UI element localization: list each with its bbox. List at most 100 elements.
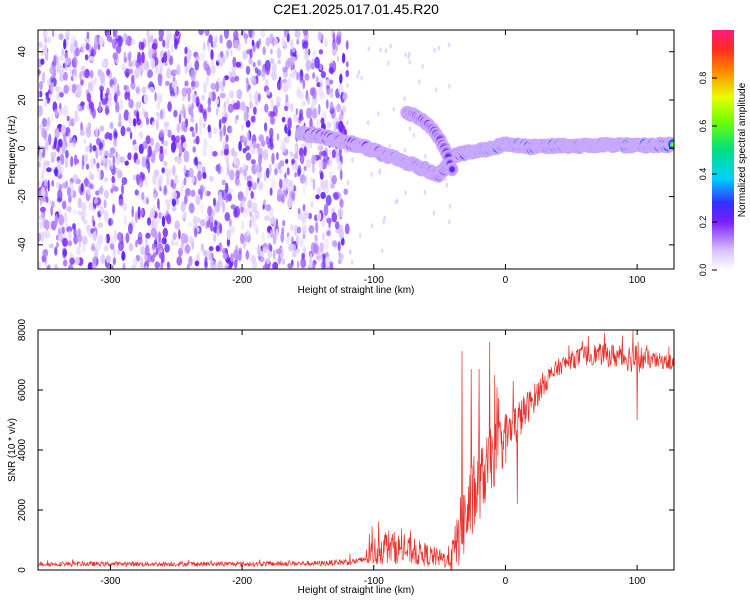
spectrogram-noise-cell [331, 47, 337, 57]
spectrogram-noise-cell [181, 120, 187, 131]
spectrogram-noise-cell [83, 138, 87, 145]
spectrogram-noise-cell [135, 240, 138, 248]
spectrogram-noise-cell [242, 135, 247, 142]
spectrogram-noise-cell [280, 231, 285, 243]
spectrogram-noise-cell [131, 59, 137, 68]
spectrogram-noise-cell [296, 248, 300, 254]
spectrogram-noise-cell [298, 90, 304, 100]
spectrogram-noise-cell [200, 189, 203, 200]
spectrogram-noise-cell [67, 230, 73, 241]
spectrogram-noise-cell [327, 159, 333, 165]
spectrogram-noise-cell [257, 171, 262, 179]
spectrogram-noise-cell [275, 218, 279, 230]
snr-y-label: SNR (10 * v/v) [7, 418, 18, 482]
spectrogram-noise-cell [137, 231, 143, 241]
spectrogram-noise-cell [173, 241, 179, 247]
spectrogram-noise-cell [260, 30, 266, 39]
spectrogram-noise-cell [166, 67, 172, 79]
spectrogram-noise-cell [234, 75, 240, 82]
spectrogram-noise-cell [222, 201, 225, 213]
spectrogram-noise-cell [262, 204, 265, 210]
spectrogram-noise-cell [388, 143, 391, 149]
spectrogram-noise-cell [163, 237, 167, 245]
spectrogram-noise-cell [255, 163, 261, 174]
spectrogram-noise-cell [319, 242, 324, 253]
spectrogram-noise-cell [272, 262, 279, 269]
spectrogram-noise-cell [262, 264, 268, 269]
spectrogram-noise-cell [433, 47, 436, 53]
spectrogram-noise-cell [125, 72, 129, 79]
spectrogram-noise-cell [95, 126, 99, 139]
spectrogram-noise-cell [285, 158, 289, 164]
spectrogram-noise-cell [293, 112, 299, 123]
spectrogram-noise-cell [412, 132, 415, 138]
spectrogram-noise-cell [165, 168, 172, 178]
spectrogram-noise-cell [54, 127, 60, 139]
spectrogram-noise-cell [162, 227, 168, 238]
spectrogram-noise-cell [210, 64, 216, 74]
spectrogram-noise-cell [116, 44, 122, 54]
spectrogram-noise-cell [282, 66, 288, 73]
spectrogram-noise-cell [124, 57, 128, 63]
spectrogram-noise-cell [83, 219, 88, 225]
spectrogram-noise-cell [336, 31, 342, 38]
spectrogram-noise-cell [249, 101, 253, 109]
spectrogram-noise-cell [268, 163, 272, 175]
spectrogram-noise-cell [141, 42, 145, 49]
spectrogram-noise-cell [262, 46, 267, 56]
spectrogram-noise-cell [252, 224, 259, 232]
spectrogram-noise-cell [104, 177, 108, 183]
spectrogram-noise-cell [316, 118, 321, 129]
spectrogram-noise-cell [50, 156, 55, 163]
spectrogram-noise-cell [121, 64, 126, 72]
spectrogram-noise-cell [215, 107, 219, 116]
colorbar-ticks: 0.0 0.2 0.4 0.6 0.8 [698, 72, 717, 276]
spectrogram-noise-cell [85, 163, 90, 170]
spectrogram-noise-cell [212, 233, 217, 242]
spectrogram-noise-cell [106, 32, 111, 42]
spectrogram-noise-cell [56, 146, 60, 152]
spectrogram-noise-cell [113, 186, 119, 192]
spectrogram-noise-cell [336, 55, 340, 63]
spectrogram-noise-cell [183, 55, 188, 68]
spectrogram-noise-cell [58, 214, 65, 226]
spectrogram-noise-cell [59, 92, 64, 98]
spectrogram-noise-cell [100, 254, 106, 264]
spectrogram-noise-cell [367, 46, 370, 52]
spectrogram-noise-cell [194, 80, 200, 88]
spectrogram-noise-cell [174, 220, 180, 230]
spectrogram-noise-cell [134, 211, 138, 223]
snr-x-tick-label: -200 [232, 576, 252, 587]
spectrogram-noise-cell [135, 158, 141, 165]
spectrogram-noise-cell [180, 242, 184, 252]
spectrogram-noise-cell [122, 202, 128, 211]
spectrogram-noise-cell [74, 154, 78, 166]
spectrogram-noise-cell [407, 54, 410, 60]
spectrogram-noise-cell [105, 255, 111, 264]
spectrogram-noise-cell [58, 55, 65, 62]
spectrogram-noise-cell [302, 204, 306, 212]
spectrogram-noise-cell [69, 67, 72, 76]
spectrogram-noise-cell [435, 87, 438, 93]
spectrogram-noise-cell [329, 171, 332, 180]
spectrogram-noise-cell [38, 105, 43, 117]
spectrogram-noise-cell [267, 242, 272, 251]
spectrogram-noise-cell [164, 261, 167, 267]
spectrogram-noise-cell [104, 235, 108, 245]
spectrogram-noise-cell [233, 39, 240, 49]
spectrogram-noise-cell [315, 77, 319, 84]
spectrogram-noise-cell [117, 248, 120, 255]
spectrogram-noise-cell [448, 83, 451, 89]
spectrogram-noise-cell [99, 149, 102, 157]
spectrogram-noise-cell [335, 155, 340, 164]
spectrogram-noise-cell [333, 192, 339, 201]
spectrogram-noise-cell [183, 177, 187, 186]
spectrogram-noise-cell [383, 215, 386, 221]
spectrogram-x-ticks: -300 -200 -100 0 100 [100, 30, 646, 286]
spectrogram-noise-cell [159, 67, 163, 75]
spectrogram-noise-cell [137, 51, 142, 64]
spectrogram-noise-cell [307, 95, 310, 105]
spectrogram-noise-cell [264, 122, 268, 132]
